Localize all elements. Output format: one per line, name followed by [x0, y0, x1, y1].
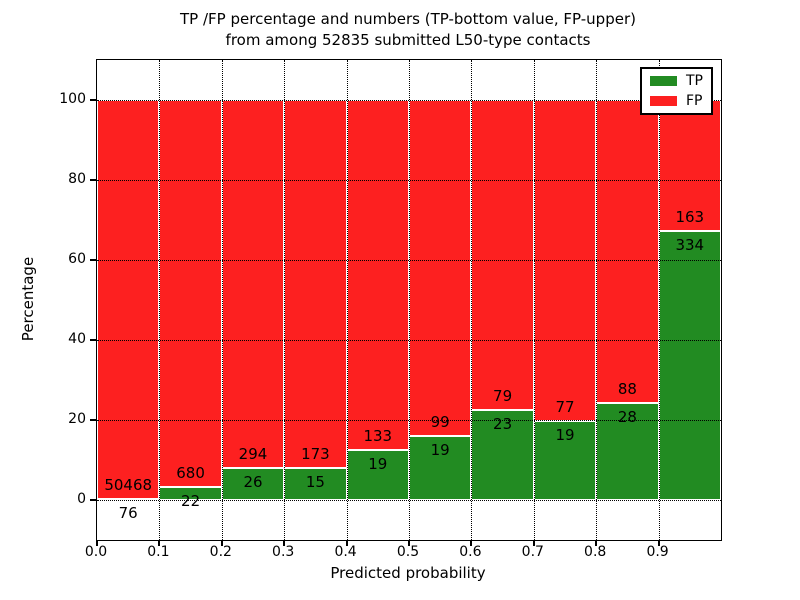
y-tick-mark [90, 259, 96, 261]
bar-segment-fp [596, 100, 659, 404]
x-tick-label: 0.5 [396, 544, 420, 560]
bar-label-fp: 173 [301, 445, 330, 464]
chart-title-line1: TP /FP percentage and numbers (TP-bottom… [180, 10, 636, 28]
grid-line-vertical [409, 60, 410, 540]
x-tick-label: 0.7 [521, 544, 544, 560]
bar-segment-tp [596, 403, 659, 500]
y-tick-label: 20 [68, 411, 86, 427]
x-tick-mark [283, 540, 286, 546]
tp-legend-label: TP [686, 73, 703, 89]
chart-title: TP /FP percentage and numbers (TP-bottom… [180, 9, 636, 51]
x-tick-mark [470, 540, 473, 546]
bar-label-tp: 22 [181, 492, 201, 511]
x-tick-mark [96, 540, 98, 546]
bar-segment-tp [658, 231, 721, 500]
bar-label-fp: 99 [430, 412, 450, 431]
grid-line-vertical [533, 60, 535, 540]
bar-segment-fp [159, 100, 222, 488]
legend-item-tp: TP [650, 74, 703, 88]
grid-line-vertical [159, 60, 161, 540]
bar-label-fp: 88 [617, 380, 637, 399]
grid-line-vertical [596, 60, 598, 540]
grid-line-vertical [658, 60, 660, 540]
x-tick-mark [345, 540, 348, 546]
bar-segment-fp [221, 100, 285, 468]
y-tick-label: 100 [59, 91, 86, 107]
bar-label-fp: 79 [493, 386, 513, 405]
bar-segment-fp [658, 100, 721, 232]
x-tick-label: 0.8 [584, 544, 607, 560]
bar-segment-tp [221, 467, 285, 500]
fp-legend-swatch-icon [650, 96, 677, 106]
bar-segment-fp [409, 100, 472, 436]
x-axis-label: Predicted probability [330, 564, 486, 582]
bar-label-tp: 19 [555, 425, 575, 444]
bar-label-tp: 23 [493, 414, 513, 433]
bar-segment-fp [471, 100, 534, 410]
y-tick-mark [90, 179, 96, 181]
x-tick-label: 0.1 [147, 544, 170, 560]
bar-label-fp: 163 [675, 208, 705, 227]
x-tick-label: 0.6 [459, 544, 482, 560]
y-tick-mark [90, 499, 96, 501]
x-tick-label: 0.9 [646, 544, 669, 560]
tp-legend-swatch-icon [650, 76, 677, 86]
bar-segment-fp [346, 100, 409, 450]
y-axis-label: Percentage [19, 256, 37, 342]
legend-item-fp: FP [650, 94, 703, 108]
bar-label-tp: 334 [675, 236, 705, 255]
bar-label-fp: 133 [363, 427, 393, 445]
fp-legend-label: FP [686, 93, 703, 109]
x-tick-label: 0.3 [272, 544, 295, 560]
x-tick-label: 0.4 [334, 544, 357, 560]
bar-label-fp: 77 [555, 397, 575, 416]
bar-label-fp: 294 [238, 444, 268, 463]
x-tick-label: 0.2 [209, 544, 232, 560]
grid-line-vertical [221, 60, 223, 540]
y-tick-mark [90, 339, 96, 341]
bar-label-tp: 76 [118, 504, 138, 523]
y-tick-mark [90, 99, 96, 101]
plot-area: TP FP 50468 76 680 22 294 26 173 15 133 19 99 19 79 2… [90, 59, 722, 546]
chart-title-line2: from among 52835 submitted L50-type cont… [225, 31, 591, 49]
x-tick-mark [532, 540, 535, 546]
grid-line-vertical [471, 60, 473, 540]
y-tick-label: 80 [68, 171, 86, 187]
bar-label-fp: 50468 [104, 476, 153, 495]
bar-label-tp: 28 [617, 408, 637, 427]
bar-label-tp: 15 [305, 473, 325, 492]
y-tick-label: 40 [68, 331, 86, 347]
bar-label-tp: 19 [430, 440, 450, 459]
legend: TP FP [640, 67, 713, 115]
bar-segment-fp [284, 100, 347, 469]
y-tick-mark [90, 419, 96, 421]
x-tick-mark [595, 540, 598, 546]
bar-label-fp: 680 [176, 464, 205, 483]
x-tick-mark [220, 540, 223, 546]
grid-line-vertical [284, 60, 286, 540]
y-tick-label: 60 [68, 251, 86, 267]
x-tick-mark [657, 540, 660, 546]
grid-line-vertical [346, 60, 348, 540]
x-tick-mark [158, 540, 161, 546]
bar-label-tp: 19 [368, 455, 388, 473]
bar-segment-tp [284, 468, 347, 500]
bar-label-tp: 26 [243, 472, 263, 491]
x-tick-mark [408, 540, 410, 546]
bar-segment-fp [97, 100, 160, 500]
x-tick-label: 0.0 [84, 544, 108, 560]
y-tick-label: 0 [77, 491, 86, 507]
